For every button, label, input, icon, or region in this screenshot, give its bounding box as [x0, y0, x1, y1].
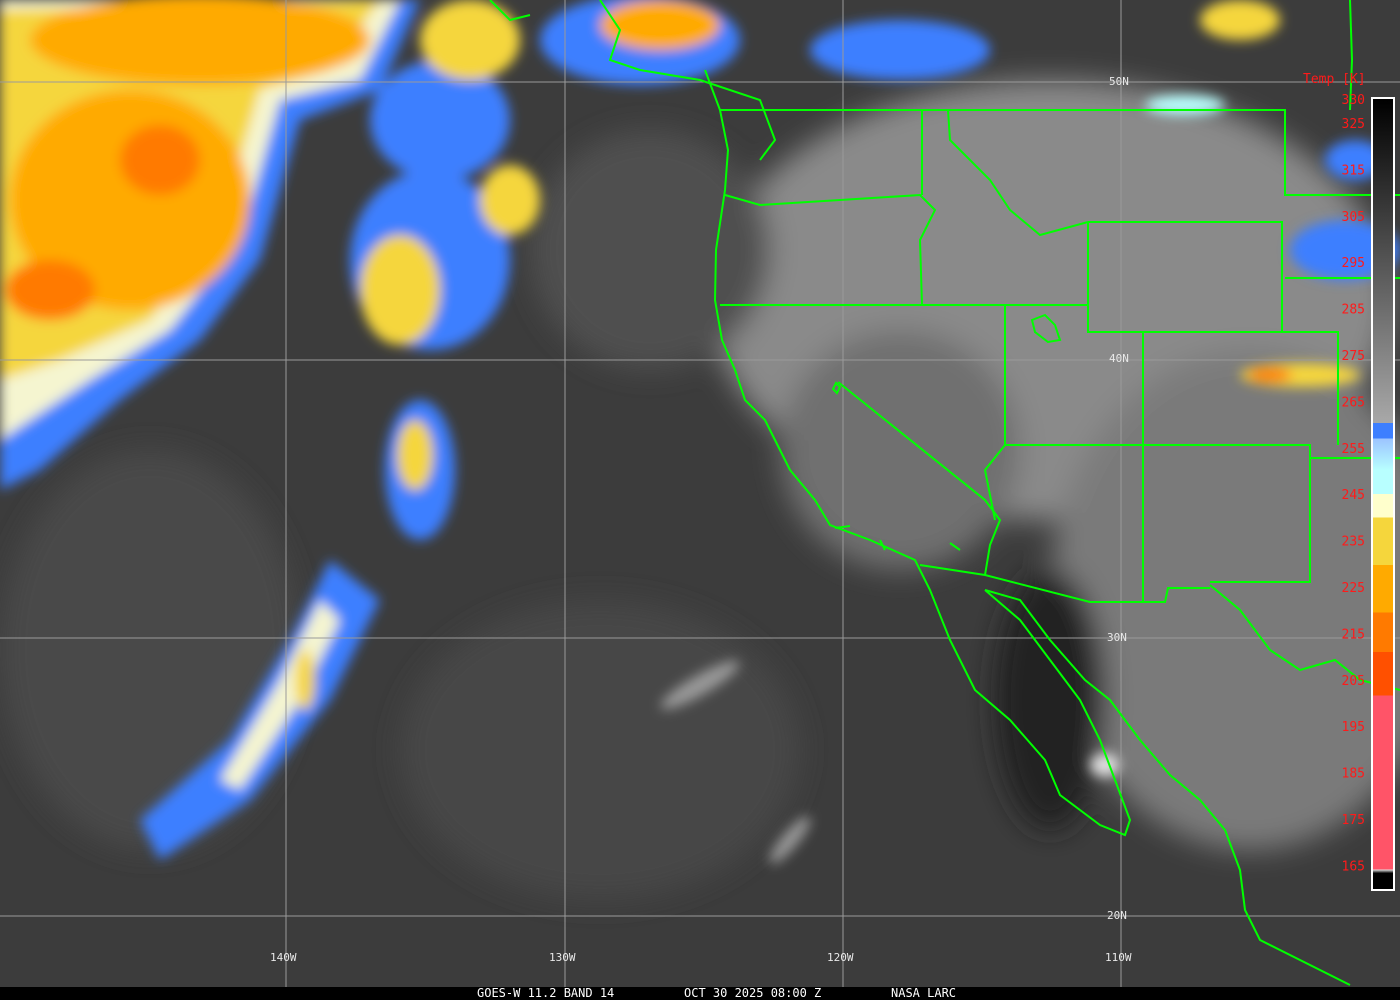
legend-tick: 215	[1342, 627, 1365, 642]
image-footer: GOES-W 11.2 BAND 14 OCT 30 2025 08:00 Z …	[0, 987, 1400, 1000]
legend-tick: 205	[1342, 674, 1365, 689]
datetime-label: OCT 30 2025 08:00 Z	[684, 986, 822, 1000]
legend-tick: 295	[1342, 256, 1365, 271]
legend-tick: 265	[1342, 395, 1365, 410]
legend-tick: 325	[1342, 117, 1365, 132]
state-border	[1349, 0, 1354, 111]
coastline	[489, 0, 531, 22]
coastline	[599, 0, 777, 161]
legend-tick: 315	[1342, 163, 1365, 178]
temperature-legend: Temp [K] 330 325 315 305 295 285 275 265 255 245 2…	[1303, 72, 1395, 891]
lake-tahoe	[831, 381, 842, 395]
legend-tick: 175	[1342, 813, 1365, 828]
lat-label-20n: 20N	[1107, 909, 1127, 922]
lon-label-120w: 120W	[827, 951, 854, 964]
state-border	[837, 381, 1002, 576]
legend-tick: 275	[1342, 349, 1365, 364]
legend-tick: 165	[1342, 859, 1365, 874]
channel-islands	[834, 525, 851, 529]
great-salt-lake	[1030, 313, 1062, 344]
island	[949, 542, 961, 551]
lat-label-30n: 30N	[1107, 631, 1127, 644]
canada-border	[720, 109, 1400, 196]
legend-tick: 330	[1342, 93, 1365, 108]
state-border	[947, 109, 1283, 332]
legend-title: Temp [K]	[1303, 72, 1366, 87]
colorbar	[1373, 99, 1393, 889]
cloud-tops	[0, 0, 1400, 864]
state-border	[1087, 222, 1339, 445]
coastline	[704, 69, 1132, 837]
us-mexico-border	[919, 564, 1210, 603]
source-label: NASA LARC	[891, 986, 957, 1000]
political-boundaries	[489, 0, 1400, 986]
island	[879, 539, 886, 551]
legend-tick: 285	[1342, 303, 1365, 318]
coastline	[984, 589, 1351, 986]
lon-label-140w: 140W	[270, 951, 297, 964]
lat-label-40n: 40N	[1109, 352, 1129, 365]
legend-tick: 185	[1342, 767, 1365, 782]
lat-label-50n: 50N	[1109, 75, 1129, 88]
product-label: GOES-W 11.2 BAND 14	[477, 986, 615, 1000]
coastline	[1209, 584, 1400, 691]
legend-tick: 245	[1342, 488, 1365, 503]
legend-tick: 235	[1342, 535, 1365, 550]
grid-labels: 50N 40N 30N 20N 140W 130W 120W 110W	[270, 75, 1132, 964]
legend-tick: 195	[1342, 720, 1365, 735]
state-border	[1004, 305, 1311, 583]
legend-tick: 225	[1342, 581, 1365, 596]
lon-label-130w: 130W	[549, 951, 576, 964]
state-border	[724, 193, 937, 306]
legend-tick: 305	[1342, 210, 1365, 225]
state-border	[983, 444, 1006, 521]
lon-label-110w: 110W	[1105, 951, 1132, 964]
legend-tick: 255	[1342, 442, 1365, 457]
